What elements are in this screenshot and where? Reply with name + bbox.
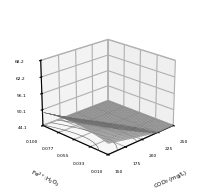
- Y-axis label: Fe$^{2+}$:H$_2$O$_2$: Fe$^{2+}$:H$_2$O$_2$: [29, 168, 61, 189]
- X-axis label: COD$_0$ (mg/L): COD$_0$ (mg/L): [152, 167, 188, 189]
